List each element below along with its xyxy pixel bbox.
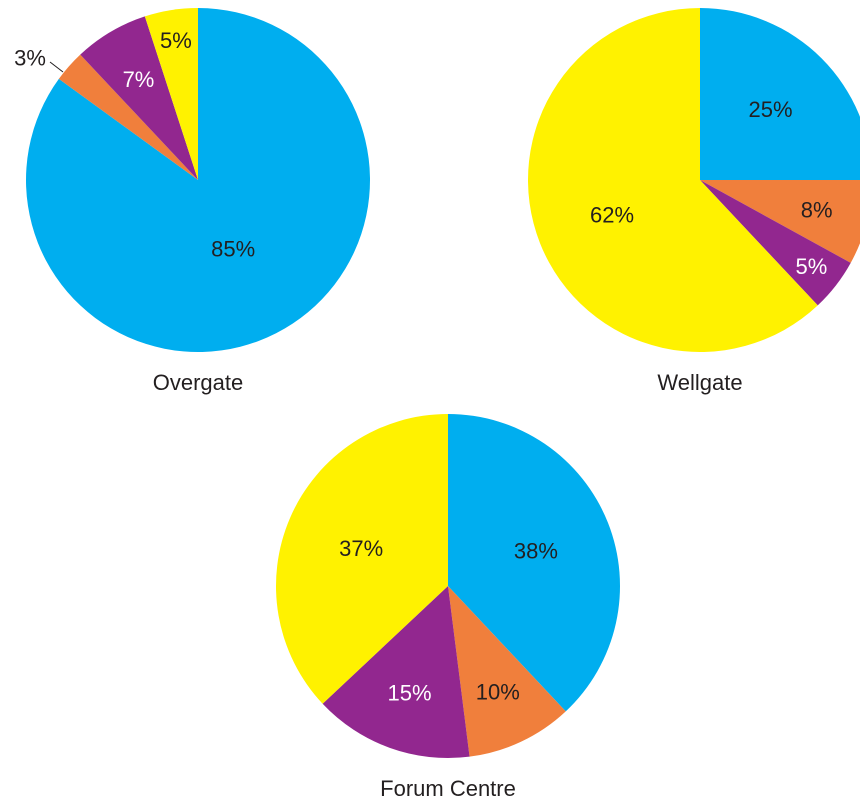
label-leader-line: [49, 61, 64, 73]
pie-wellgate: 25% 8% 5% 62% Wellgate: [528, 8, 860, 395]
pie-title-forum-centre: Forum Centre: [380, 776, 516, 801]
slice-forum-centre-blue: [448, 414, 620, 712]
slice-forum-centre-yellow: [275, 414, 448, 704]
slice-forum-centre-orange: [448, 586, 566, 757]
slice-wellgate-purple: [700, 180, 851, 306]
pie-overgate: 85% 3% 7%5% Overgate: [14, 8, 371, 395]
slice-label-forum-centre-orange: 10%: [476, 679, 520, 704]
slice-label-overgate-purple: 7%: [123, 67, 155, 92]
slice-wellgate-yellow: [528, 8, 818, 353]
slice-label-wellgate-yellow: 62%: [590, 202, 634, 227]
slice-label-overgate-yellow: 5%: [160, 28, 192, 53]
slice-label-wellgate-blue: 25%: [749, 97, 793, 122]
slice-overgate-orange: [58, 54, 198, 180]
slice-label-forum-centre-purple: 15%: [388, 680, 432, 705]
slice-forum-centre-purple: [322, 586, 470, 758]
pie-forum-centre: 38% 10% 15% 37% Forum Centre: [275, 414, 620, 801]
slice-wellgate-orange: [700, 180, 860, 263]
pie-title-wellgate: Wellgate: [657, 370, 742, 395]
slice-label-overgate-blue: 85%: [211, 236, 255, 261]
slice-label-forum-centre-yellow: 37%: [339, 536, 383, 561]
slice-label-overgate-orange: 3%: [14, 46, 46, 71]
slice-overgate-purple: [80, 16, 198, 181]
slice-label-forum-centre-blue: 38%: [514, 539, 558, 564]
slice-overgate-yellow: [144, 8, 198, 180]
slice-wellgate-blue: [700, 8, 860, 180]
slice-overgate-blue: [25, 8, 371, 352]
slice-label-wellgate-orange: 8%: [801, 197, 833, 222]
pie-title-overgate: Overgate: [153, 370, 244, 395]
slice-label-wellgate-purple: 5%: [796, 254, 828, 279]
